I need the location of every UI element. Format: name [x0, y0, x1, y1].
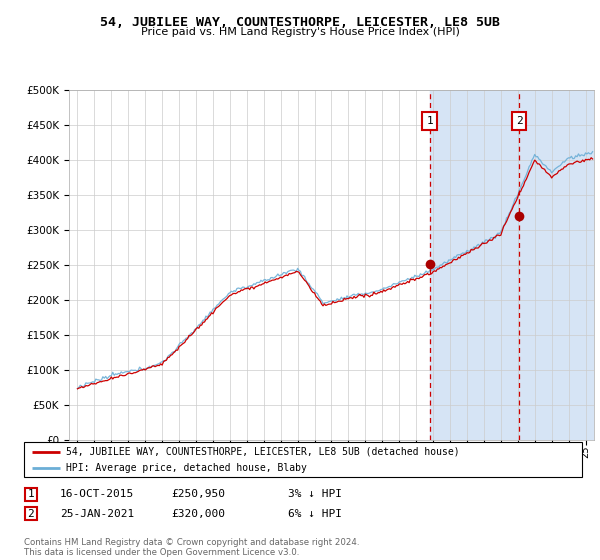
FancyBboxPatch shape	[25, 507, 37, 520]
Text: 1: 1	[27, 489, 34, 500]
Text: 54, JUBILEE WAY, COUNTESTHORPE, LEICESTER, LE8 5UB (detached house): 54, JUBILEE WAY, COUNTESTHORPE, LEICESTE…	[66, 447, 460, 457]
Text: 1: 1	[427, 116, 433, 126]
Text: £250,950: £250,950	[171, 489, 225, 500]
Text: 2: 2	[516, 116, 523, 126]
Text: 54, JUBILEE WAY, COUNTESTHORPE, LEICESTER, LE8 5UB: 54, JUBILEE WAY, COUNTESTHORPE, LEICESTE…	[100, 16, 500, 29]
Text: 2: 2	[27, 508, 34, 519]
FancyBboxPatch shape	[25, 488, 37, 501]
Text: £320,000: £320,000	[171, 508, 225, 519]
Text: Contains HM Land Registry data © Crown copyright and database right 2024.
This d: Contains HM Land Registry data © Crown c…	[24, 538, 359, 557]
FancyBboxPatch shape	[24, 442, 582, 477]
Bar	[430, 90, 594, 440]
Text: HPI: Average price, detached house, Blaby: HPI: Average price, detached house, Blab…	[66, 464, 307, 473]
Text: 16-OCT-2015: 16-OCT-2015	[60, 489, 134, 500]
Text: 25-JAN-2021: 25-JAN-2021	[60, 508, 134, 519]
Text: 6% ↓ HPI: 6% ↓ HPI	[288, 508, 342, 519]
Text: 3% ↓ HPI: 3% ↓ HPI	[288, 489, 342, 500]
Text: Price paid vs. HM Land Registry's House Price Index (HPI): Price paid vs. HM Land Registry's House …	[140, 27, 460, 37]
